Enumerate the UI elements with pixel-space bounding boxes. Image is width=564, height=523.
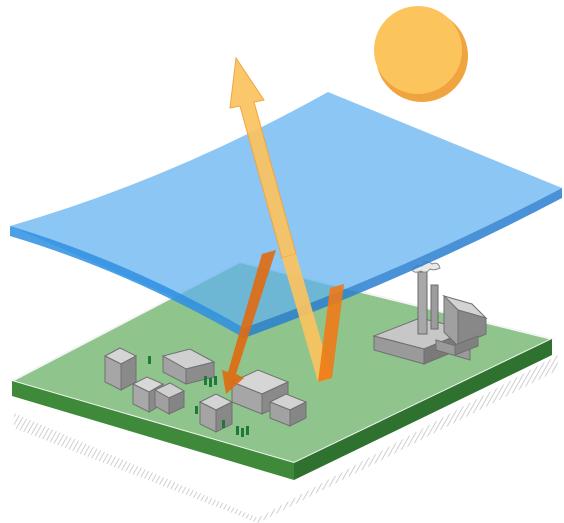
- house: [230, 369, 290, 415]
- trees: [148, 356, 249, 437]
- incoming-radiation-arrow: [229, 56, 332, 382]
- factory-chimney: [417, 271, 428, 335]
- earth-side-right: [294, 339, 552, 480]
- house: [268, 393, 308, 427]
- reflected-radiation-arrows: [222, 250, 344, 394]
- earth-surface: [9, 260, 555, 480]
- house: [103, 347, 138, 391]
- town-buildings: [103, 347, 308, 433]
- earth-side-front: [12, 381, 294, 480]
- factory: [372, 261, 488, 365]
- sun: [374, 6, 468, 102]
- house: [153, 382, 186, 415]
- atmosphere-layer: [10, 92, 562, 338]
- house: [198, 393, 234, 433]
